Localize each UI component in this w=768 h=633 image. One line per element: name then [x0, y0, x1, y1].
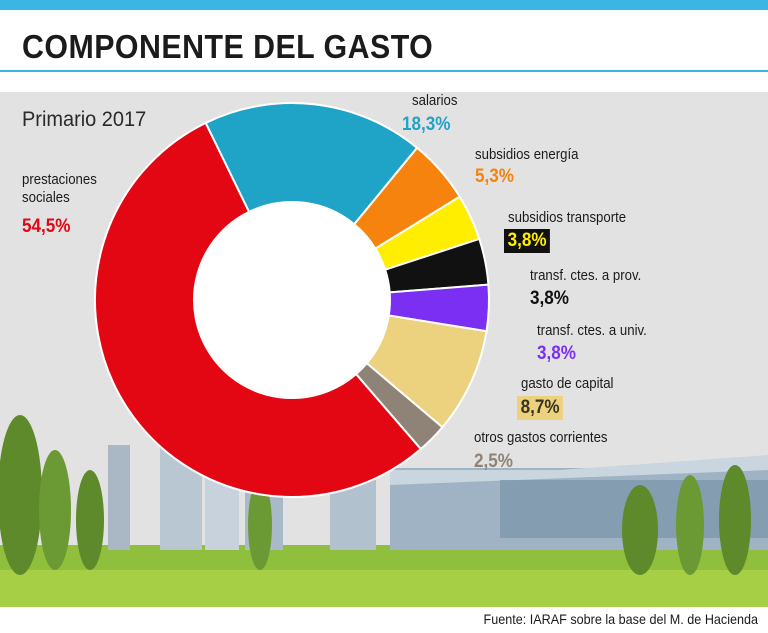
source-note: Fuente: IARAF sobre la base del M. de Ha…	[483, 611, 758, 627]
label-salarios: salarios	[412, 92, 458, 109]
label-gasto-capital: gasto de capital	[521, 375, 614, 392]
label-subsidios-energia: subsidios energía	[475, 146, 579, 163]
label-prestaciones: prestaciones sociales	[22, 171, 97, 206]
value-transf-univ: 3,8%	[537, 343, 576, 364]
label-subsidios-transporte: subsidios transporte	[508, 209, 627, 226]
donut-hole	[195, 203, 389, 397]
top-accent-bar	[0, 0, 768, 10]
title-rule	[0, 70, 768, 72]
label-transf-prov: transf. ctes. a prov.	[530, 267, 642, 284]
value-gasto-capital: 8,7%	[517, 396, 564, 420]
value-salarios: 18,3%	[402, 114, 451, 135]
label-transf-univ: transf. ctes. a univ.	[537, 322, 647, 339]
page-title: COMPONENTE DEL GASTO	[22, 28, 434, 65]
donut-slice-0	[204, 102, 419, 226]
value-otros-gastos: 2,5%	[474, 451, 513, 472]
value-prestaciones: 54,5%	[22, 216, 71, 237]
donut-slice-7	[94, 121, 423, 498]
value-transf-prov: 3,8%	[530, 288, 569, 309]
value-subsidios-energia: 5,3%	[475, 166, 514, 187]
donut-chart	[94, 102, 490, 498]
value-subsidios-transporte: 3,8%	[504, 229, 551, 253]
chart-subtitle: Primario 2017	[22, 108, 147, 131]
label-otros-gastos: otros gastos corrientes	[474, 429, 608, 446]
